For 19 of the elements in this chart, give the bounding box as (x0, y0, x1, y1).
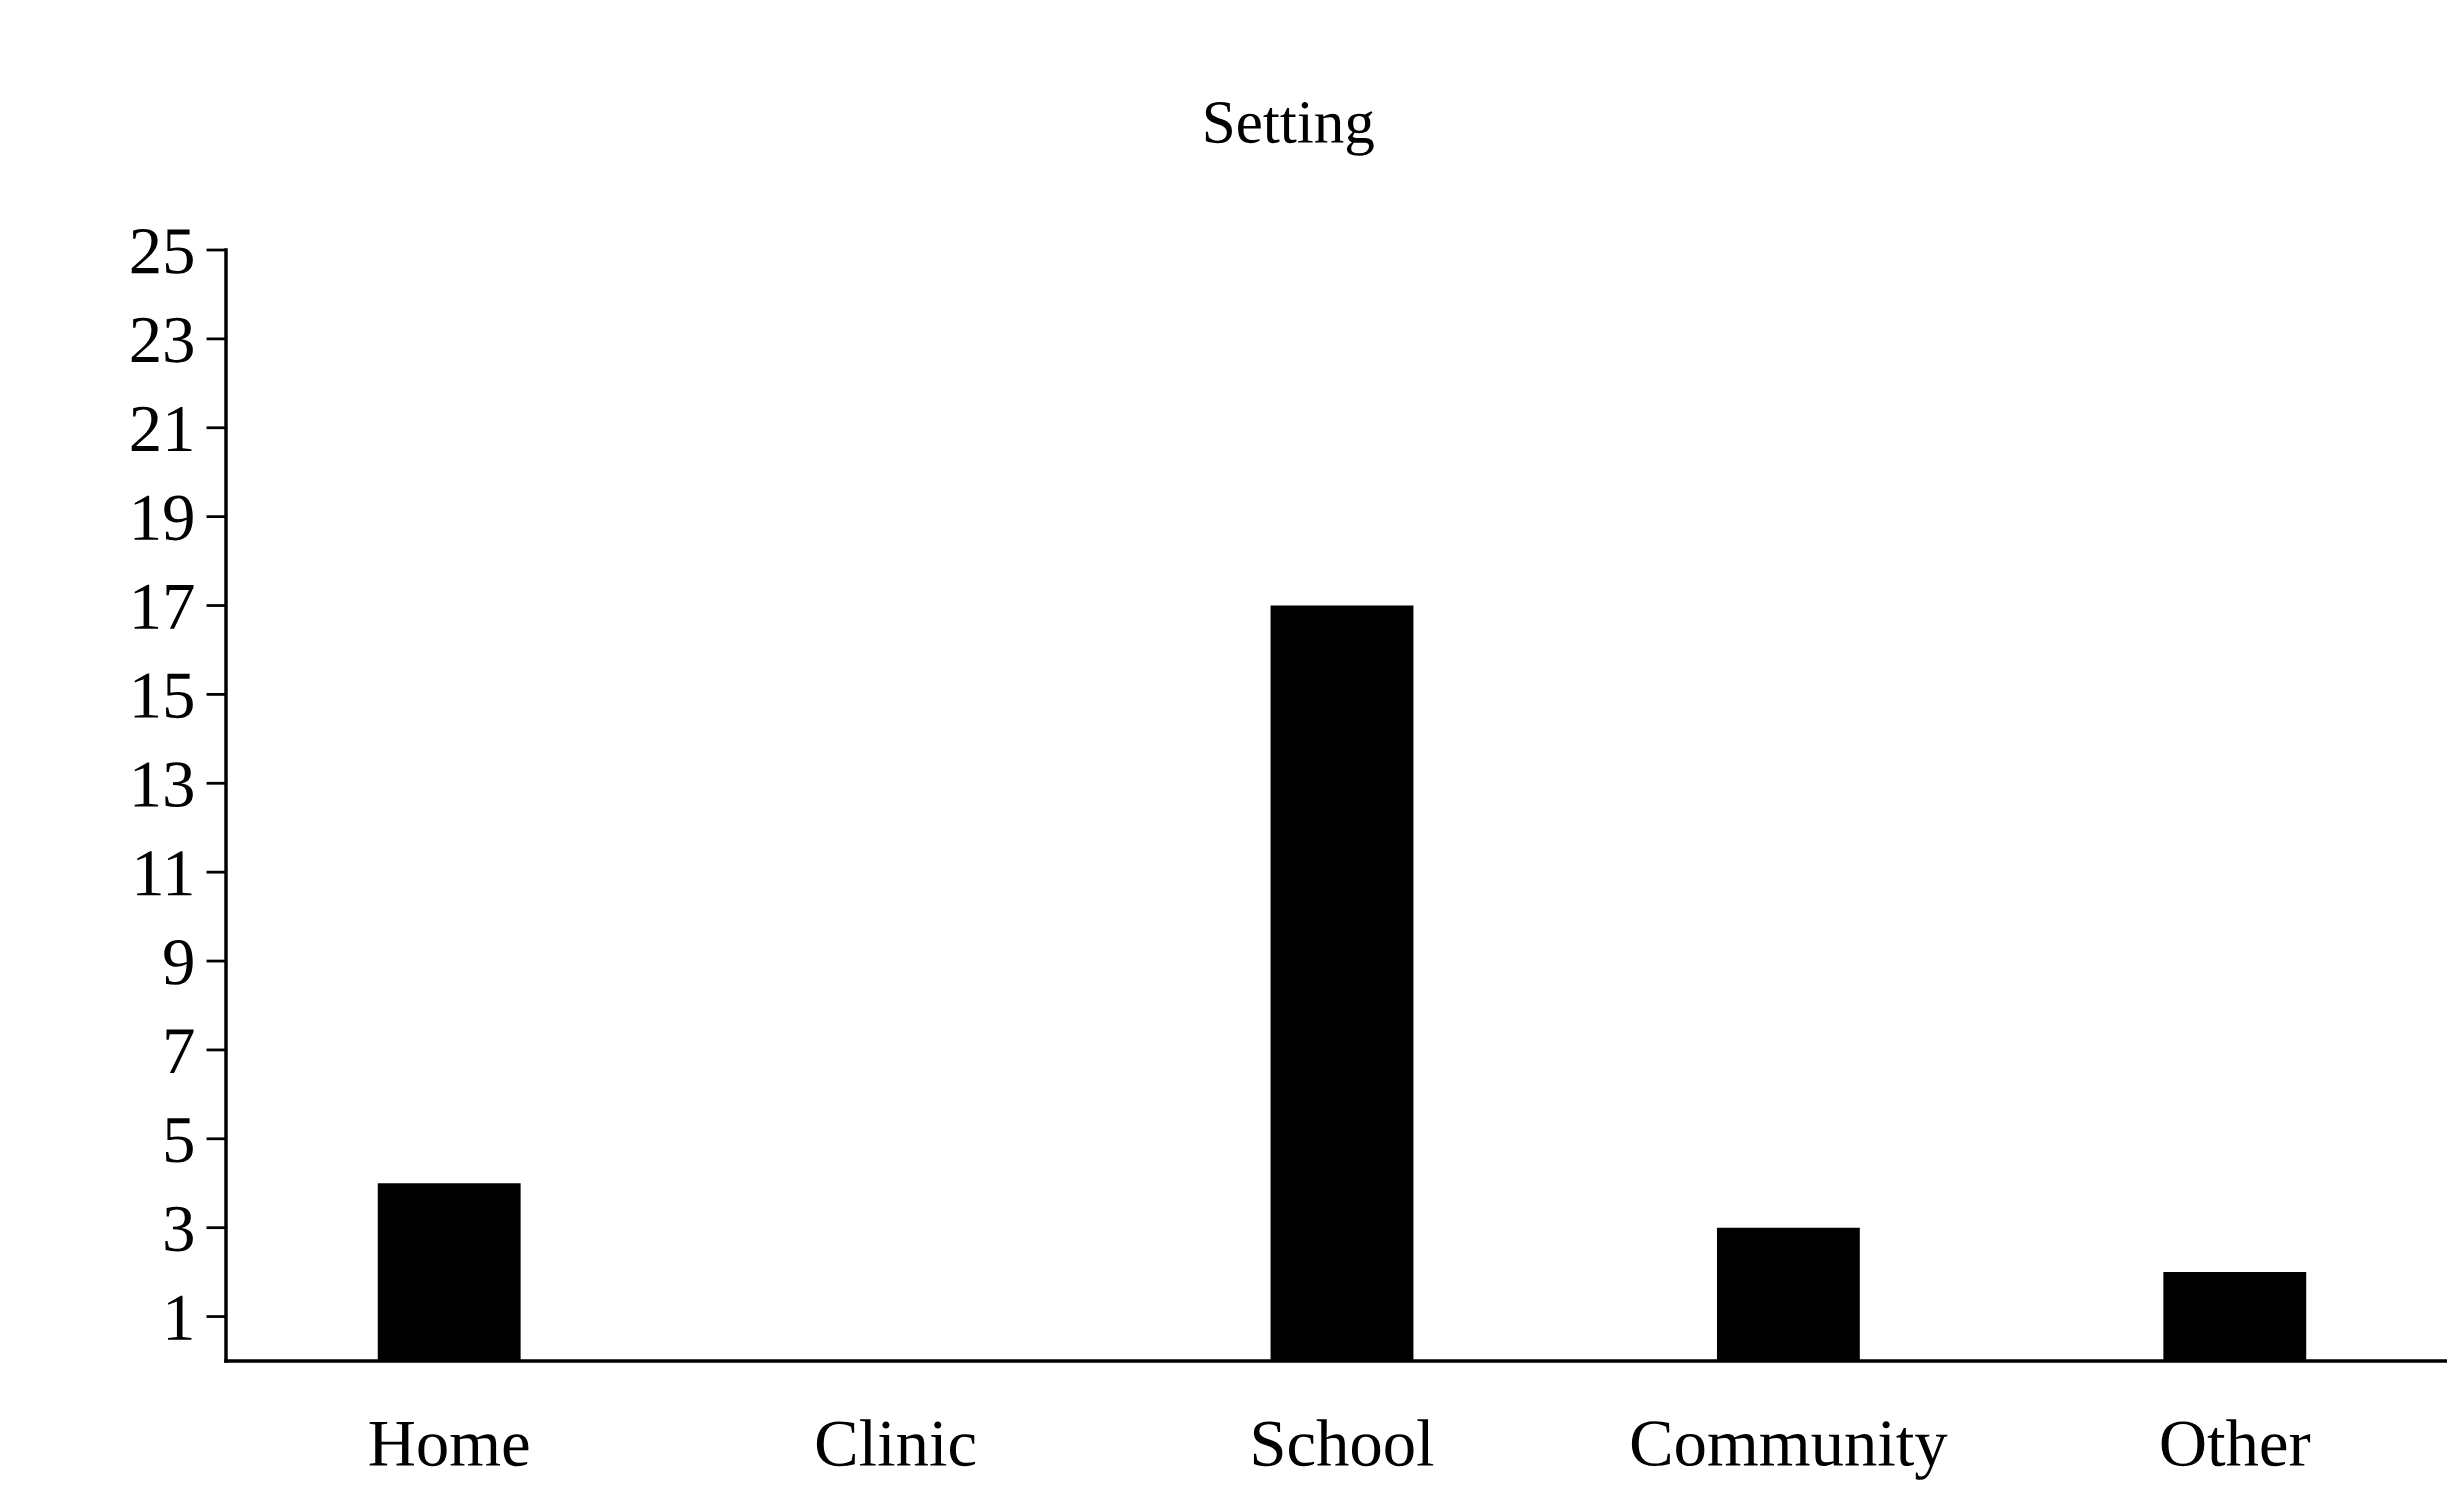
y-tick-label: 5 (165, 1118, 193, 1163)
y-tick-label: 13 (134, 762, 193, 808)
x-tick-label: Clinic (816, 1419, 976, 1467)
x-tick-label: Home (369, 1421, 529, 1467)
x-tick-label: Community (1631, 1421, 1948, 1480)
y-tick-label: 17 (134, 584, 194, 629)
y-tick-label: 1 (167, 1295, 192, 1340)
y-tick-label: 7 (166, 1029, 194, 1074)
x-tick-label: Other (2161, 1419, 2311, 1467)
y-tick-label: 11 (137, 851, 192, 896)
y-tick-label: 15 (134, 673, 193, 719)
y-tick-label: 25 (131, 228, 193, 274)
y-tick-label: 19 (134, 495, 193, 541)
y-tick-label: 9 (164, 940, 193, 985)
chart-title: Setting (1205, 102, 1374, 156)
y-tick-label: 21 (131, 406, 192, 451)
y-tick-label: 23 (131, 317, 193, 363)
y-tick-label: 3 (165, 1206, 193, 1252)
x-tick-label: School (1253, 1419, 1434, 1467)
